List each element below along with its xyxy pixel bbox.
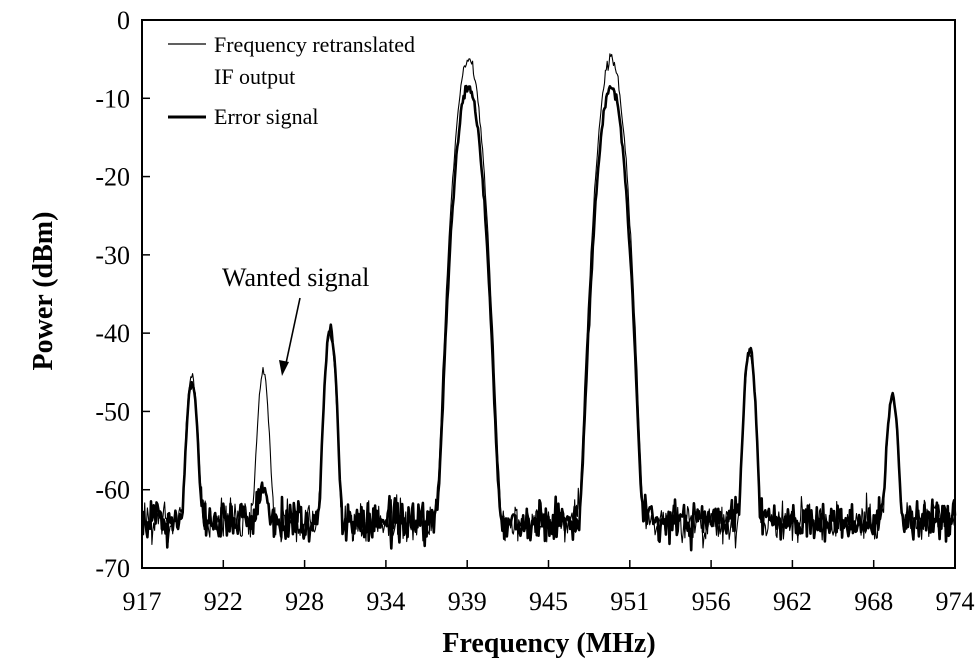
x-tick-label: 922: [204, 587, 243, 616]
x-tick-label: 968: [854, 587, 893, 616]
x-tick-label: 956: [692, 587, 731, 616]
x-tick-label: 945: [529, 587, 568, 616]
legend-label-2: Error signal: [214, 104, 318, 129]
axes: 917 922 928 934 939 945 951 956 962 968 974 0 -10 -20…: [95, 6, 974, 616]
x-tick-label: 917: [123, 587, 162, 616]
x-axis-title: Frequency (MHz): [442, 628, 655, 659]
x-tick-label: 951: [610, 587, 649, 616]
annotation: Wanted signal: [222, 263, 369, 376]
y-tick-label: -50: [95, 397, 130, 426]
y-tick-label: -20: [95, 163, 130, 192]
y-tick-label: -30: [95, 241, 130, 270]
x-tick-label: 934: [366, 587, 405, 616]
x-tick-label: 928: [285, 587, 324, 616]
y-tick-label: -40: [95, 319, 130, 348]
annotation-arrow-shaft: [284, 297, 301, 369]
y-tick-label: -10: [95, 84, 130, 113]
x-tick-label: 962: [773, 587, 812, 616]
plot-frame: [141, 19, 956, 569]
legend-label-1-line1: Frequency retranslated: [214, 32, 415, 57]
annotation-arrow-head: [279, 360, 289, 376]
legend-label-1-line2: IF output: [214, 64, 295, 89]
series-layer: [141, 53, 957, 552]
y-tick-label: -60: [95, 476, 130, 505]
series-line-2: [141, 84, 957, 552]
x-tick-label: 939: [448, 587, 487, 616]
y-tick-label: 0: [117, 6, 130, 35]
annotation-text: Wanted signal: [222, 263, 369, 292]
x-tick-label: 974: [936, 587, 975, 616]
legend: Frequency retranslated IF output Error s…: [168, 32, 415, 129]
y-tick-label: -70: [95, 554, 130, 583]
y-axis-title: Power (dBm): [28, 212, 59, 371]
